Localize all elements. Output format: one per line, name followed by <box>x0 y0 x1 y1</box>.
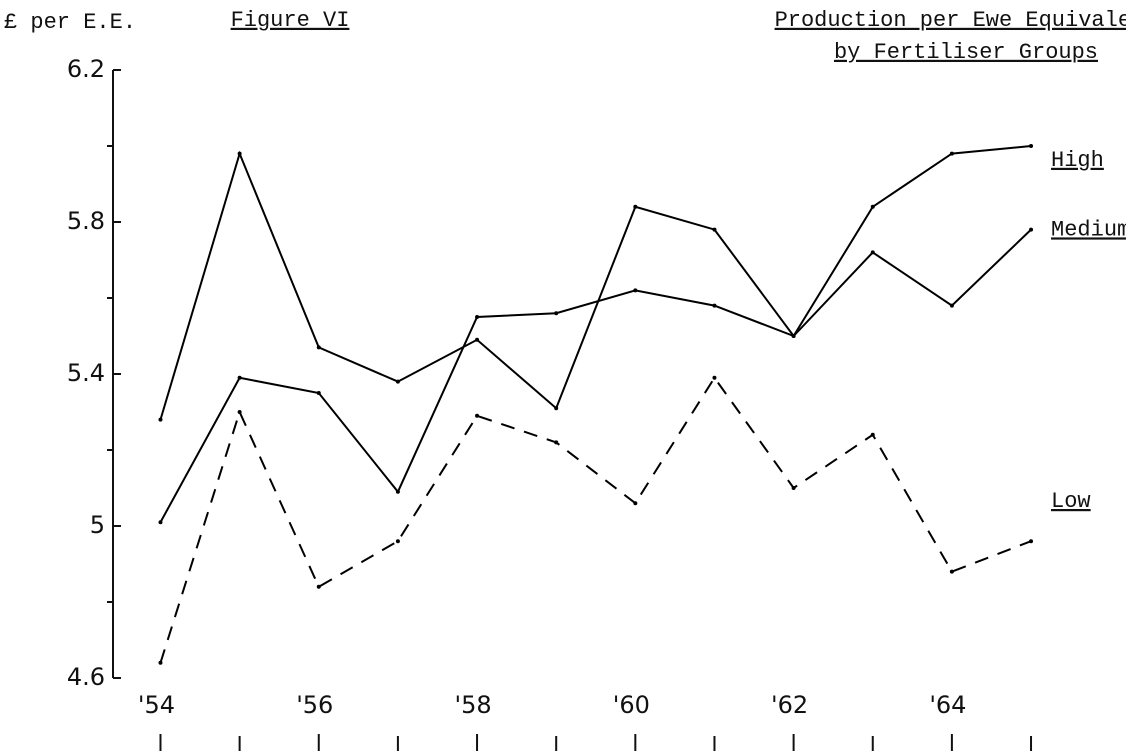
data-point <box>554 440 559 445</box>
y-tick-label: 5.8 <box>67 207 105 235</box>
data-point <box>316 345 321 350</box>
data-point <box>158 660 163 665</box>
data-point <box>1029 227 1034 232</box>
data-point <box>633 501 638 506</box>
data-point <box>633 204 638 209</box>
data-point <box>1029 144 1034 148</box>
x-tick-label: '56 <box>296 691 333 719</box>
data-point <box>791 334 796 338</box>
data-point <box>395 379 400 384</box>
chart-title: Figure VI <box>231 8 350 33</box>
data-point <box>870 432 875 437</box>
data-point <box>475 315 480 319</box>
series-line <box>159 228 1032 523</box>
data-point <box>554 406 559 411</box>
data-point <box>158 520 163 525</box>
data-point <box>395 489 400 494</box>
series-line <box>159 145 1032 420</box>
x-tick-label: '60 <box>613 691 650 719</box>
data-point <box>712 227 717 232</box>
data-point <box>870 204 875 209</box>
data-point <box>870 250 875 255</box>
series-line <box>159 376 1032 664</box>
legend-label: Medium <box>1051 217 1126 242</box>
data-point <box>475 413 480 418</box>
data-point <box>949 151 954 156</box>
data-point <box>158 417 163 422</box>
data-point <box>791 486 796 490</box>
chart-subtitle: Production per Ewe Equivalent <box>775 8 1126 33</box>
data-point <box>949 303 954 308</box>
x-tick-label: '54 <box>138 691 175 719</box>
data-point <box>1029 539 1034 544</box>
y-tick-label: 6.2 <box>67 55 105 83</box>
data-point <box>316 584 321 589</box>
data-point <box>712 303 717 308</box>
y-tick-label: 5 <box>90 511 105 539</box>
y-tick-label: 5.4 <box>67 359 105 387</box>
x-tick-label: '62 <box>771 691 808 719</box>
legend-label: Low <box>1051 489 1091 514</box>
y-tick-label: 4.6 <box>67 663 105 691</box>
chart-subtitle: by Fertiliser Groups <box>834 40 1098 65</box>
data-point <box>554 311 559 316</box>
data-point <box>395 539 400 544</box>
data-point <box>475 337 480 342</box>
data-point <box>633 288 638 293</box>
data-point <box>949 569 954 574</box>
x-tick-label: '58 <box>454 691 491 719</box>
data-point <box>237 375 242 380</box>
data-point <box>316 391 321 395</box>
data-point <box>237 151 242 156</box>
y-axis-label: £ per E.E. <box>4 10 136 35</box>
x-tick-label: '64 <box>929 691 966 719</box>
data-point <box>712 375 717 380</box>
legend-label: High <box>1051 148 1104 173</box>
data-point <box>237 410 242 414</box>
